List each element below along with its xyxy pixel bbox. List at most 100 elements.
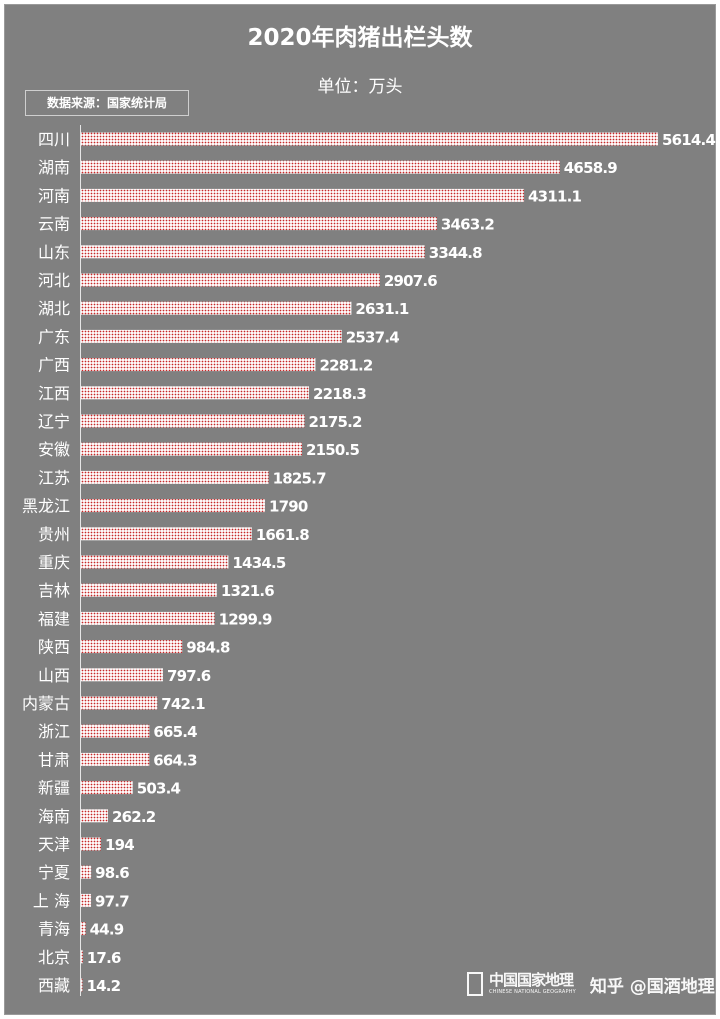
- watermark-handle: 知乎 @国酒地理: [589, 976, 715, 997]
- bar: [81, 301, 352, 315]
- bar: [81, 978, 83, 992]
- category-label: 山东: [38, 243, 70, 262]
- brand-logo-icon: [467, 972, 483, 996]
- chart-title: 2020年肉猪出栏头数: [247, 25, 473, 51]
- bar: [81, 950, 83, 964]
- category-label: 湖北: [38, 299, 70, 318]
- bar: [81, 273, 380, 287]
- category-label: 海南: [38, 807, 70, 826]
- bar: [81, 781, 133, 795]
- data-source-box: 数据来源：国家统计局: [25, 90, 189, 116]
- bar: [81, 499, 265, 513]
- bar: [81, 132, 658, 146]
- bar: [81, 470, 269, 484]
- value-label: 4658.9: [564, 159, 617, 177]
- category-label: 西藏: [38, 976, 70, 995]
- value-label: 1321.6: [221, 582, 274, 600]
- watermark-brand: 中国国家地理 CHINESE NATIONAL GEOGRAPHY: [489, 973, 576, 995]
- value-label: 2175.2: [309, 413, 362, 431]
- bar: [81, 358, 316, 372]
- category-label: 宁夏: [38, 863, 70, 882]
- value-label: 984.8: [186, 639, 230, 657]
- bar: [81, 668, 163, 682]
- category-label: 浙江: [38, 722, 70, 741]
- value-label: 742.1: [161, 695, 205, 713]
- value-label: 2218.3: [313, 385, 366, 403]
- bar: [81, 865, 92, 879]
- value-label: 2631.1: [355, 300, 408, 318]
- watermark-brand-en: CHINESE NATIONAL GEOGRAPHY: [489, 989, 576, 995]
- value-label: 665.4: [153, 723, 197, 741]
- bar: [81, 893, 92, 907]
- category-label: 陕西: [38, 638, 70, 657]
- category-label: 安徽: [38, 440, 70, 459]
- bar: [81, 640, 183, 654]
- category-label: 山西: [38, 666, 70, 685]
- value-label: 262.2: [112, 808, 156, 826]
- bar: [81, 442, 303, 456]
- value-label: 2537.4: [346, 328, 399, 346]
- category-label: 北京: [38, 948, 70, 967]
- value-label: 14.2: [86, 977, 120, 995]
- value-label: 3344.8: [429, 244, 482, 262]
- value-label: 2150.5: [306, 441, 359, 459]
- category-label: 黑龙江: [22, 497, 70, 516]
- category-label: 江西: [38, 384, 70, 403]
- watermark-brand-cn: 中国国家地理: [489, 971, 574, 989]
- value-label: 2907.6: [384, 272, 437, 290]
- bar: [81, 527, 252, 541]
- category-label: 吉林: [38, 581, 70, 600]
- category-label: 上 海: [33, 891, 70, 910]
- category-label: 广西: [38, 356, 70, 375]
- bar: [81, 329, 342, 343]
- category-label: 云南: [38, 215, 70, 234]
- value-label: 194: [105, 836, 134, 854]
- bar: [81, 160, 560, 174]
- category-label: 湖南: [38, 158, 70, 177]
- bar: [81, 583, 217, 597]
- value-label: 1434.5: [232, 554, 285, 572]
- value-label: 1299.9: [219, 610, 272, 628]
- category-label: 江苏: [38, 468, 70, 487]
- bar: [81, 696, 158, 710]
- value-label: 797.6: [167, 667, 211, 685]
- value-label: 17.6: [87, 949, 121, 967]
- watermark: 中国国家地理 CHINESE NATIONAL GEOGRAPHY 知乎 @国酒…: [467, 966, 715, 1002]
- value-label: 98.6: [95, 864, 129, 882]
- bar: [81, 245, 425, 259]
- bar: [81, 188, 525, 202]
- category-label: 青海: [38, 920, 70, 939]
- category-label: 内蒙古: [22, 694, 70, 713]
- bar: [81, 809, 108, 823]
- value-label: 664.3: [153, 751, 197, 769]
- bar: [81, 837, 101, 851]
- category-label: 甘肃: [38, 750, 70, 769]
- bar: [81, 414, 305, 428]
- bar: [81, 724, 150, 738]
- category-label: 福建: [38, 609, 70, 628]
- value-label: 3463.2: [441, 216, 494, 234]
- category-label: 天津: [38, 835, 70, 854]
- value-label: 44.9: [90, 921, 124, 939]
- value-label: 503.4: [137, 780, 181, 798]
- bar: [81, 611, 215, 625]
- category-label: 广东: [38, 327, 70, 346]
- value-label: 2281.2: [319, 357, 372, 375]
- value-label: 1790: [269, 498, 308, 516]
- category-label: 四川: [38, 130, 70, 149]
- value-label: 5614.4: [662, 131, 715, 149]
- value-label: 1825.7: [273, 469, 326, 487]
- bar: [81, 386, 309, 400]
- category-label: 重庆: [38, 553, 70, 572]
- value-label: 4311.1: [528, 187, 581, 205]
- bar: [81, 217, 437, 231]
- value-label: 97.7: [95, 892, 129, 910]
- value-label: 1661.8: [256, 526, 309, 544]
- category-label: 贵州: [38, 525, 70, 544]
- chart-unit-subtitle: 单位：万头: [317, 77, 403, 97]
- bar: [81, 752, 150, 766]
- category-label: 河北: [38, 271, 70, 290]
- category-label: 河南: [38, 186, 70, 205]
- bar: [81, 555, 229, 569]
